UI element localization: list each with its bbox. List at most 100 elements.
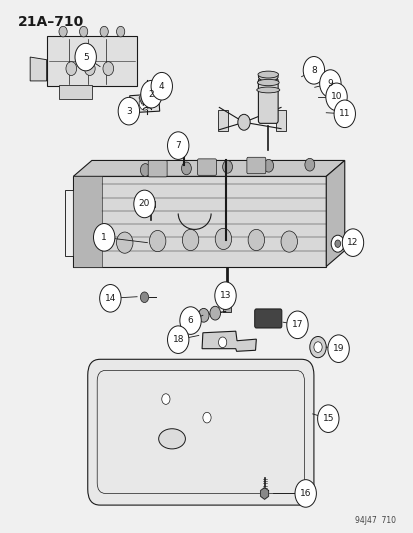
- Circle shape: [167, 132, 188, 159]
- Circle shape: [247, 229, 264, 251]
- Text: 12: 12: [347, 238, 358, 247]
- Circle shape: [75, 43, 96, 71]
- Text: 10: 10: [330, 92, 342, 101]
- Ellipse shape: [257, 71, 278, 78]
- Polygon shape: [73, 176, 102, 266]
- Text: 17: 17: [291, 320, 302, 329]
- Circle shape: [140, 292, 148, 303]
- Text: 21A–710: 21A–710: [18, 14, 84, 29]
- Text: 6: 6: [187, 316, 193, 325]
- Polygon shape: [260, 488, 268, 499]
- Circle shape: [215, 228, 231, 249]
- Circle shape: [342, 229, 363, 256]
- FancyBboxPatch shape: [148, 160, 167, 177]
- Text: 11: 11: [338, 109, 350, 118]
- Circle shape: [330, 235, 344, 252]
- Circle shape: [167, 326, 188, 353]
- Polygon shape: [139, 92, 150, 104]
- Ellipse shape: [258, 72, 278, 82]
- Circle shape: [139, 96, 150, 110]
- Text: 1: 1: [101, 233, 107, 242]
- Circle shape: [263, 159, 273, 172]
- FancyBboxPatch shape: [222, 304, 230, 312]
- Circle shape: [327, 335, 349, 362]
- Circle shape: [161, 394, 170, 405]
- Circle shape: [286, 311, 307, 338]
- Text: 19: 19: [332, 344, 344, 353]
- Circle shape: [202, 413, 211, 423]
- Circle shape: [181, 162, 191, 175]
- FancyBboxPatch shape: [217, 110, 227, 131]
- Circle shape: [100, 26, 108, 37]
- Circle shape: [118, 98, 139, 125]
- FancyBboxPatch shape: [254, 309, 281, 328]
- Circle shape: [222, 160, 232, 173]
- Circle shape: [140, 164, 150, 176]
- FancyBboxPatch shape: [148, 201, 154, 207]
- Text: 18: 18: [172, 335, 183, 344]
- Circle shape: [218, 337, 226, 348]
- Circle shape: [84, 62, 95, 76]
- Polygon shape: [30, 57, 47, 81]
- Text: 8: 8: [310, 66, 316, 75]
- Text: 5: 5: [83, 53, 88, 62]
- Circle shape: [325, 83, 347, 111]
- Circle shape: [313, 342, 321, 352]
- Circle shape: [174, 436, 182, 447]
- Circle shape: [334, 240, 340, 247]
- Circle shape: [319, 70, 340, 98]
- Circle shape: [198, 309, 209, 322]
- Ellipse shape: [256, 87, 279, 93]
- Circle shape: [209, 306, 220, 320]
- Circle shape: [182, 229, 198, 251]
- Circle shape: [317, 405, 338, 432]
- FancyBboxPatch shape: [275, 110, 285, 131]
- Circle shape: [304, 158, 314, 171]
- Circle shape: [79, 26, 88, 37]
- Circle shape: [151, 72, 172, 100]
- Circle shape: [116, 26, 124, 37]
- Text: 94J47  710: 94J47 710: [354, 516, 395, 525]
- Text: 16: 16: [299, 489, 311, 498]
- Circle shape: [100, 285, 121, 312]
- Text: 20: 20: [138, 199, 150, 208]
- Text: 13: 13: [219, 291, 231, 300]
- Polygon shape: [325, 160, 344, 266]
- Circle shape: [237, 114, 249, 130]
- Circle shape: [179, 307, 201, 334]
- Circle shape: [149, 230, 166, 252]
- Text: 2: 2: [148, 90, 154, 99]
- Ellipse shape: [257, 79, 278, 86]
- Circle shape: [133, 190, 155, 217]
- Circle shape: [294, 480, 316, 507]
- FancyBboxPatch shape: [197, 159, 216, 175]
- FancyBboxPatch shape: [246, 157, 265, 174]
- Text: 14: 14: [104, 294, 116, 303]
- Circle shape: [214, 282, 236, 310]
- Circle shape: [93, 223, 115, 251]
- Circle shape: [280, 231, 297, 252]
- Circle shape: [333, 100, 355, 127]
- Polygon shape: [129, 94, 159, 113]
- FancyBboxPatch shape: [59, 85, 92, 100]
- Polygon shape: [73, 176, 325, 266]
- Polygon shape: [202, 331, 256, 351]
- Text: 3: 3: [126, 107, 131, 116]
- Circle shape: [66, 62, 76, 76]
- Polygon shape: [73, 160, 344, 176]
- Circle shape: [140, 80, 162, 108]
- Text: 9: 9: [327, 79, 332, 88]
- Circle shape: [116, 232, 133, 253]
- FancyBboxPatch shape: [47, 36, 137, 86]
- Circle shape: [180, 139, 186, 147]
- Circle shape: [103, 62, 114, 76]
- Text: 7: 7: [175, 141, 180, 150]
- Text: 15: 15: [322, 414, 333, 423]
- Circle shape: [302, 56, 324, 84]
- Circle shape: [309, 336, 325, 358]
- Text: 4: 4: [159, 82, 164, 91]
- FancyBboxPatch shape: [258, 78, 278, 123]
- Circle shape: [59, 26, 67, 37]
- Ellipse shape: [158, 429, 185, 449]
- FancyBboxPatch shape: [88, 359, 313, 505]
